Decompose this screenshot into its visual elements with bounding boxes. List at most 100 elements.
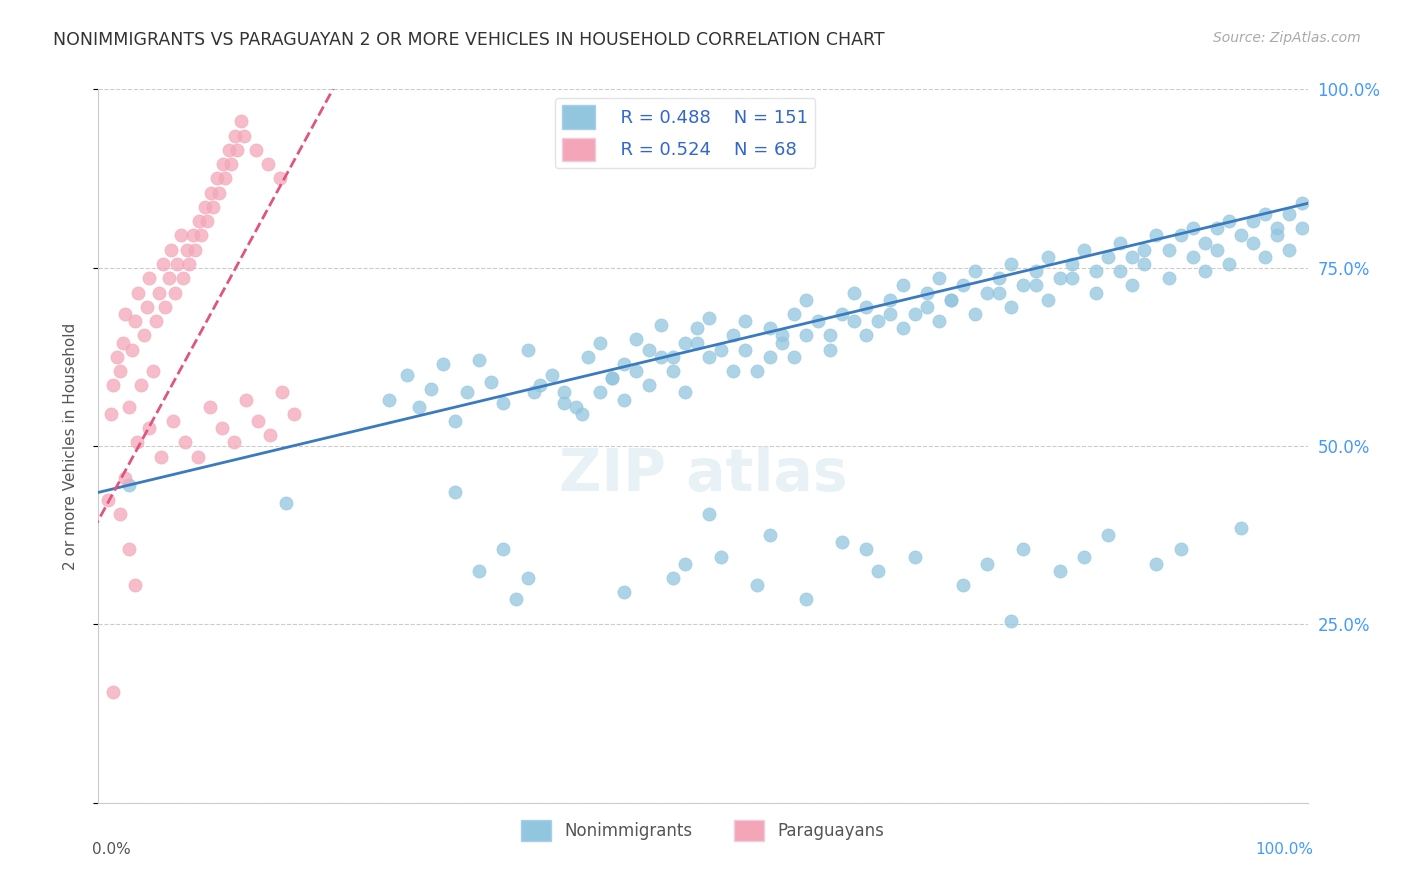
Point <box>928 271 950 285</box>
Point <box>200 186 222 200</box>
Point <box>274 496 297 510</box>
Point <box>770 328 793 343</box>
Point <box>1060 257 1083 271</box>
Point <box>988 285 1011 300</box>
Point <box>650 350 672 364</box>
Point <box>222 435 245 450</box>
Point <box>697 310 720 325</box>
Point <box>105 350 128 364</box>
Point <box>114 471 136 485</box>
Point <box>283 407 305 421</box>
Point <box>1097 528 1119 542</box>
Point <box>710 343 733 357</box>
Point <box>121 343 143 357</box>
Point <box>571 407 593 421</box>
Point <box>118 478 141 492</box>
Point <box>747 578 769 592</box>
Point <box>613 392 636 407</box>
Point <box>247 414 270 428</box>
Point <box>529 378 551 392</box>
Point <box>831 307 853 321</box>
Point <box>492 542 515 557</box>
Point <box>1194 264 1216 278</box>
Point <box>1170 228 1192 243</box>
Point <box>697 350 720 364</box>
Point <box>211 421 233 435</box>
Point <box>444 485 467 500</box>
Point <box>637 378 659 392</box>
Point <box>218 143 240 157</box>
Point <box>844 314 866 328</box>
Point <box>148 285 170 300</box>
Point <box>456 385 478 400</box>
Point <box>169 228 191 243</box>
Point <box>1218 214 1240 228</box>
Point <box>118 542 141 557</box>
Point <box>1073 243 1095 257</box>
Point <box>686 321 709 335</box>
Point <box>176 243 198 257</box>
Point <box>831 535 853 549</box>
Point <box>1267 221 1289 235</box>
Point <box>523 385 546 400</box>
Point <box>138 421 160 435</box>
Point <box>1157 271 1180 285</box>
Point <box>1049 271 1071 285</box>
Point <box>794 328 817 343</box>
Point <box>589 385 612 400</box>
Point <box>1036 293 1059 307</box>
Point <box>818 328 841 343</box>
Point <box>891 278 914 293</box>
Point <box>723 328 745 343</box>
Point <box>224 128 246 143</box>
Point <box>1012 278 1035 293</box>
Point <box>468 353 491 368</box>
Point <box>794 293 817 307</box>
Point <box>408 400 430 414</box>
Point <box>516 571 538 585</box>
Point <box>127 285 149 300</box>
Point <box>214 171 236 186</box>
Point <box>256 157 278 171</box>
Point <box>613 357 636 371</box>
Point <box>1133 257 1156 271</box>
Text: NONIMMIGRANTS VS PARAGUAYAN 2 OR MORE VEHICLES IN HOUSEHOLD CORRELATION CHART: NONIMMIGRANTS VS PARAGUAYAN 2 OR MORE VE… <box>53 31 884 49</box>
Point <box>124 314 146 328</box>
Point <box>1157 243 1180 257</box>
Point <box>1230 228 1253 243</box>
Point <box>734 343 756 357</box>
Point <box>259 428 281 442</box>
Point <box>100 407 122 421</box>
Point <box>626 364 648 378</box>
Point <box>221 157 243 171</box>
Point <box>794 592 817 607</box>
Point <box>1146 557 1168 571</box>
Point <box>661 571 683 585</box>
Point <box>1291 196 1313 211</box>
Point <box>166 257 188 271</box>
Point <box>505 592 527 607</box>
Point <box>818 343 841 357</box>
Point <box>163 285 186 300</box>
Point <box>142 364 165 378</box>
Point <box>915 285 938 300</box>
Point <box>673 557 696 571</box>
Point <box>770 335 793 350</box>
Point <box>1000 614 1022 628</box>
Point <box>153 300 176 314</box>
Legend: Nonimmigrants, Paraguayans: Nonimmigrants, Paraguayans <box>515 814 891 848</box>
Point <box>637 343 659 357</box>
Point <box>976 285 998 300</box>
Point <box>118 400 141 414</box>
Point <box>232 128 254 143</box>
Point <box>245 143 267 157</box>
Point <box>758 350 780 364</box>
Point <box>1109 264 1132 278</box>
Point <box>1254 250 1277 264</box>
Point <box>1278 207 1301 221</box>
Point <box>269 171 291 186</box>
Point <box>723 364 745 378</box>
Point <box>747 364 769 378</box>
Point <box>868 314 890 328</box>
Point <box>1278 243 1301 257</box>
